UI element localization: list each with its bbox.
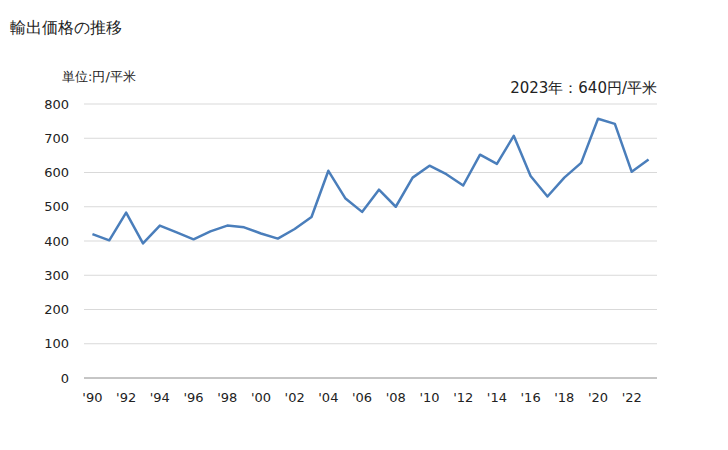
- y-tick-label: 800: [44, 97, 69, 112]
- y-tick-label: 600: [44, 165, 69, 180]
- y-tick-label: 200: [44, 302, 69, 317]
- chart-svg: 輸出価格の推移単位:円/平米 2023年：640円/平米 0 100 200 300 400…: [0, 0, 728, 450]
- y-tick-label: 300: [44, 268, 69, 283]
- x-tick-label: '16: [521, 390, 541, 405]
- grid-line: [84, 275, 657, 276]
- x-tick-label: '14: [487, 390, 507, 405]
- x-tick-label: '02: [285, 390, 305, 405]
- x-tick-label: '18: [554, 390, 574, 405]
- x-tick-label: '92: [116, 390, 136, 405]
- x-tick-label: '08: [386, 390, 406, 405]
- grid-line: [84, 343, 657, 344]
- x-tick-label: '04: [318, 390, 338, 405]
- annotation: 2023年：640円/平米: [510, 79, 657, 97]
- data-line: [92, 119, 648, 244]
- x-tick-label: '20: [588, 390, 608, 405]
- y-tick-label: 700: [44, 131, 69, 146]
- x-tick-label: '00: [251, 390, 271, 405]
- x-tick-label: '06: [352, 390, 372, 405]
- x-tick-label: '10: [419, 390, 439, 405]
- grid-line: [84, 241, 657, 242]
- y-tick-label: 500: [44, 199, 69, 214]
- x-tick-label: '96: [183, 390, 203, 405]
- grid-line: [84, 138, 657, 139]
- grid-line: [84, 309, 657, 310]
- chart-container: 輸出価格の推移単位:円/平米 2023年：640円/平米 0 100 200 300 400…: [0, 0, 728, 450]
- grid-line: [84, 104, 657, 105]
- plot-area: [92, 119, 648, 244]
- title: 輸出価格の推移: [10, 18, 122, 37]
- x-tick-label: '12: [453, 390, 473, 405]
- x-tick-label: '90: [82, 390, 102, 405]
- y-tick-label: 100: [44, 336, 69, 351]
- x-tick-label: '94: [150, 390, 170, 405]
- x-tick-label: '22: [622, 390, 642, 405]
- y-tick-label: 400: [44, 234, 69, 249]
- x-axis-line: [84, 378, 657, 379]
- x-tick-label: '98: [217, 390, 237, 405]
- grid-line: [84, 206, 657, 207]
- y-axis-label: 単位:円/平米: [62, 69, 136, 84]
- y-tick-label: 0: [61, 371, 69, 386]
